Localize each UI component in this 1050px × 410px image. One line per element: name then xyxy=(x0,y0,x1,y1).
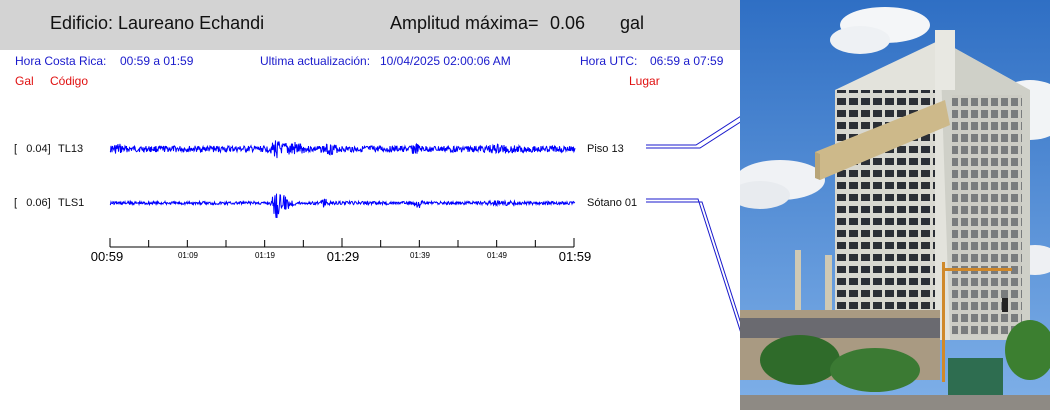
tick-label: 01:19 xyxy=(255,251,276,260)
trace-amplitude: [ 0.04] xyxy=(14,143,51,155)
tick-label: 01:39 xyxy=(410,251,431,260)
cr-time-label: Hora Costa Rica: xyxy=(15,54,107,68)
building-photo xyxy=(740,0,1050,410)
trace-amplitude: [ 0.06] xyxy=(14,197,51,209)
max-amplitude-value: 0.06 xyxy=(550,13,586,33)
column-codigo: Código xyxy=(50,74,89,88)
trace-code: TL13 xyxy=(58,143,84,155)
tick-label: 01:09 xyxy=(178,251,199,260)
trace-location: Sótano 01 xyxy=(587,197,638,209)
utc-time-range: 06:59 a 07:59 xyxy=(650,54,724,68)
max-amplitude-label: Amplitud máxima= xyxy=(390,13,539,33)
seismogram-plot: 00:59 01:29 01:59 01:09 01:19 01:39 01:4… xyxy=(91,116,740,332)
column-lugar: Lugar xyxy=(629,74,660,88)
building-title: Edificio: Laureano Echandi xyxy=(50,13,265,33)
tick-label: 01:49 xyxy=(487,251,508,260)
trace-location: Piso 13 xyxy=(587,143,624,155)
max-amplitude-unit: gal xyxy=(620,13,645,33)
column-gal: Gal xyxy=(15,74,34,88)
connector-line xyxy=(646,198,740,332)
last-update-label: Ultima actualización: xyxy=(260,54,371,68)
seismogram-trace xyxy=(109,140,576,159)
header-bar: Edificio: Laureano Echandi Amplitud máxi… xyxy=(0,0,740,50)
tick-label: 01:59 xyxy=(559,249,592,264)
time-axis xyxy=(109,238,575,248)
connector-line xyxy=(646,116,740,149)
seismogram-trace xyxy=(109,193,576,219)
last-update-value: 10/04/2025 02:00:06 AM xyxy=(380,54,511,68)
tick-label: 01:29 xyxy=(327,249,360,264)
cr-time-range: 00:59 a 01:59 xyxy=(120,54,194,68)
utc-time-label: Hora UTC: xyxy=(580,54,638,68)
trace-code: TLS1 xyxy=(58,197,85,209)
tick-label: 00:59 xyxy=(91,249,124,264)
